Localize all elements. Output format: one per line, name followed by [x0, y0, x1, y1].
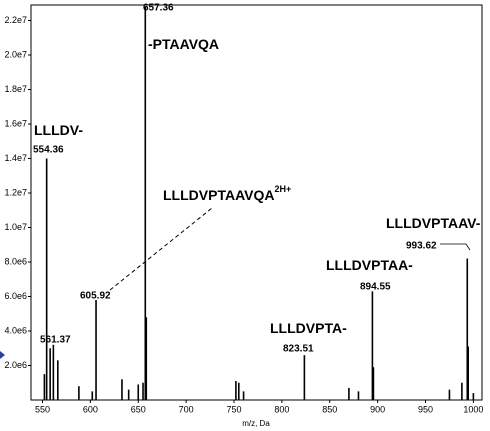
- y-tick-label: 8.0e6: [4, 256, 27, 266]
- fragment-text: LLLDVPTAA-: [326, 257, 413, 273]
- y-tick-label: 1.2e7: [4, 187, 27, 197]
- peak-label: 894.55: [360, 282, 391, 293]
- fragment-annotation: -PTAAVQA: [148, 36, 219, 52]
- y-tick-label: 2.0e6: [4, 360, 27, 370]
- y-tick-label: 1.6e7: [4, 118, 27, 128]
- x-tick-label: 650: [131, 404, 146, 414]
- x-tick-label: 850: [322, 404, 337, 414]
- y-tick-label: 1.0e7: [4, 222, 27, 232]
- fragment-charge: 2H+: [274, 184, 291, 194]
- y-tick-label: 1.4e7: [4, 153, 27, 163]
- x-tick-label: 600: [83, 404, 98, 414]
- peak-label: 823.51: [283, 344, 314, 355]
- fragment-text: LLLDVPTA-: [270, 320, 347, 336]
- fragment-text: LLLDVPTAAVQA: [163, 187, 274, 203]
- y-tick-label: 6.0e6: [4, 291, 27, 301]
- label-connector: [440, 243, 471, 251]
- peak-label: 561.37: [40, 335, 71, 346]
- fragment-annotation: LLLDVPTA-: [270, 320, 347, 336]
- y-tick-label: 4.0e6: [4, 325, 27, 335]
- fragment-annotation: LLLDVPTAAV-: [386, 215, 481, 231]
- fragment-text: -PTAAVQA: [148, 36, 219, 52]
- peak-label: 993.62: [406, 241, 437, 252]
- x-tick-label: 950: [418, 404, 433, 414]
- marker-triangle: [0, 351, 5, 359]
- fragment-text: LLLDV-: [34, 122, 83, 138]
- x-tick-label: 700: [179, 404, 194, 414]
- fragment-annotation: LLLDVPTAAVQA2H+: [163, 184, 291, 202]
- peak-label: 605.92: [80, 291, 111, 302]
- fragment-annotation: LLLDVPTAA-: [326, 257, 413, 273]
- dashed-connector: [109, 207, 213, 291]
- x-tick-label: 1000: [463, 404, 483, 414]
- x-tick-label: 750: [226, 404, 241, 414]
- peak-label: 657.36: [143, 3, 174, 14]
- x-axis-title: m/z, Da: [242, 419, 270, 428]
- y-tick-label: 2.2e7: [4, 15, 27, 25]
- x-tick-label: 550: [35, 404, 50, 414]
- fragment-text: LLLDVPTAAV-: [386, 215, 481, 231]
- peak-label: 554.36: [33, 145, 64, 156]
- fragment-annotation: LLLDV-: [34, 122, 83, 138]
- x-tick-label: 800: [274, 404, 289, 414]
- y-tick-label: 1.8e7: [4, 84, 27, 94]
- plot-frame: [30, 4, 483, 401]
- x-tick-label: 900: [370, 404, 385, 414]
- y-tick-label: 2.0e7: [4, 49, 27, 59]
